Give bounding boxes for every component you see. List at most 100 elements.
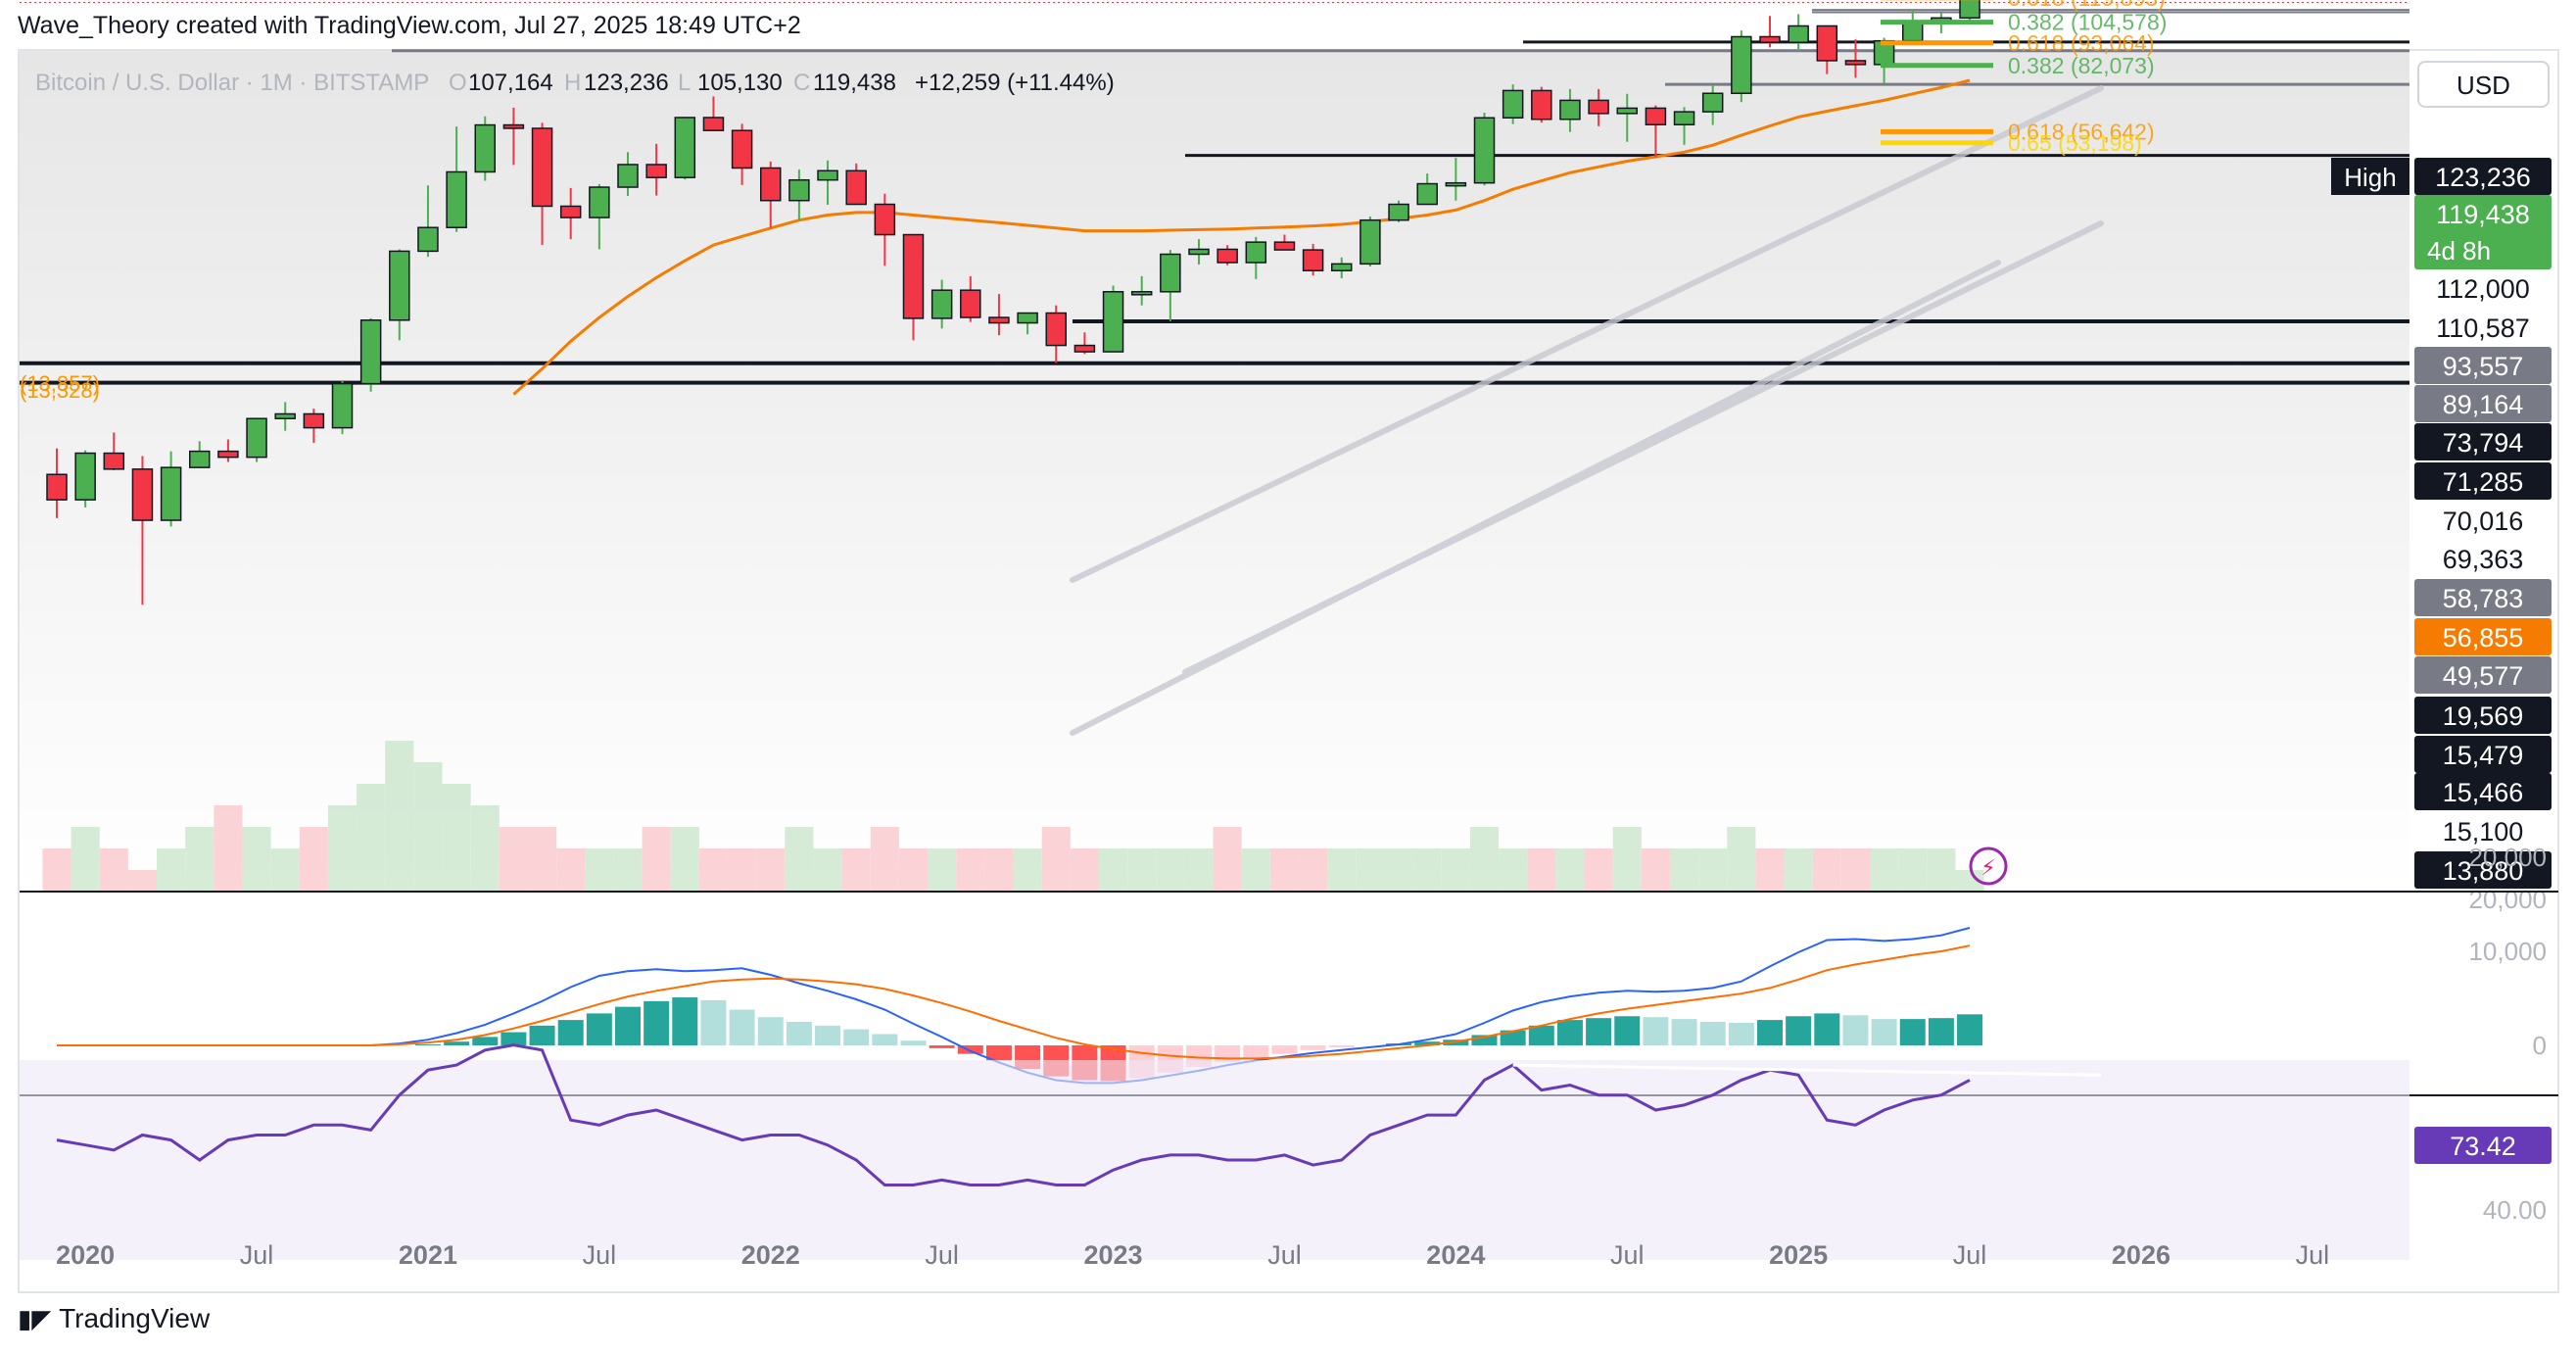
- channel-upper-line: [1070, 85, 2104, 583]
- volume-bar: [1127, 848, 1157, 892]
- currency-button[interactable]: USD: [2417, 61, 2550, 108]
- candle: [1502, 84, 1524, 124]
- volume-bar: [1784, 848, 1813, 892]
- candle-body: [1416, 182, 1438, 206]
- volume-bar: [1727, 827, 1756, 892]
- candle-body: [845, 169, 867, 206]
- candle: [1073, 332, 1096, 355]
- tradingview-brand: ▮◤ TradingView: [18, 1303, 210, 1334]
- macd-histogram-bar: [557, 1020, 584, 1045]
- volume-bar: [785, 827, 814, 892]
- volume-bar: [413, 762, 443, 892]
- candle: [1531, 86, 1552, 123]
- candle-body: [1844, 60, 1867, 66]
- volume-bar: [1555, 848, 1585, 892]
- candle-body: [1102, 291, 1124, 353]
- time-axis-tick: Jul: [925, 1240, 959, 1270]
- candle-body: [1388, 203, 1409, 221]
- macd-histogram-bar: [1842, 1015, 1869, 1045]
- candle: [1673, 107, 1695, 145]
- candle-body: [731, 129, 753, 169]
- candle: [1616, 93, 1638, 142]
- candle: [1102, 285, 1124, 353]
- candle-body: [1331, 263, 1353, 271]
- candle-body: [46, 473, 68, 501]
- macd-histogram-bar: [1243, 1045, 1269, 1058]
- candle-body: [1445, 181, 1467, 187]
- volume-bar: [442, 784, 471, 892]
- legend-part-4: L: [678, 70, 691, 96]
- fib-level-label: 0.65 (53,198): [2008, 130, 2142, 156]
- macd-histogram-bar: [1957, 1014, 1983, 1045]
- candle: [1273, 234, 1296, 251]
- price-label: 13,880: [2443, 856, 2524, 886]
- candle: [988, 294, 1010, 336]
- volume-bar: [1241, 848, 1270, 892]
- candle: [1701, 84, 1724, 125]
- candle: [1759, 16, 1781, 48]
- candle-body: [389, 250, 410, 321]
- macd-histogram-bar: [644, 1000, 670, 1045]
- volume-bar: [299, 827, 328, 892]
- price-label-bg: [2414, 579, 2552, 616]
- candle: [788, 169, 810, 221]
- candle-body: [502, 123, 525, 129]
- volume-bar: [1098, 848, 1128, 892]
- price-label: 89,164: [2443, 390, 2524, 419]
- rsi-value-bg: [2414, 1127, 2552, 1164]
- candle-body: [1588, 99, 1609, 115]
- macd-histogram-bar: [414, 1044, 441, 1045]
- volume-bar: [1612, 827, 1642, 892]
- volume-bar: [1584, 848, 1613, 892]
- candle-body: [1045, 312, 1067, 347]
- candle: [389, 249, 410, 341]
- volume-bar: [1641, 848, 1670, 892]
- candle: [1188, 239, 1210, 266]
- macd-histogram-bar: [1614, 1016, 1641, 1045]
- candle: [645, 143, 667, 196]
- macd-histogram-bar: [1786, 1016, 1812, 1045]
- volume-bar: [1156, 848, 1185, 892]
- volume-bar: [470, 805, 500, 892]
- candle-body: [589, 186, 610, 218]
- candle: [674, 117, 696, 180]
- candle: [1445, 158, 1467, 201]
- candle-body: [1788, 24, 1809, 43]
- price-label: 73,794: [2443, 428, 2524, 458]
- candle-body: [1673, 111, 1695, 125]
- candle-body: [817, 169, 838, 181]
- candle: [559, 187, 582, 240]
- macd-histogram-bar: [985, 1045, 1012, 1061]
- volume-bar: [756, 848, 786, 892]
- price-label: 70,016: [2443, 507, 2524, 536]
- macd-histogram-bar: [1471, 1035, 1498, 1045]
- time-axis-tick: 2025: [1769, 1240, 1828, 1270]
- price-label: 110,587: [2436, 314, 2530, 343]
- macd-pane: 20,000 10,000 0: [57, 843, 2547, 1085]
- macd-histogram-bar: [786, 1022, 812, 1045]
- time-axis-tick: 2026: [2112, 1240, 2171, 1270]
- candle: [1245, 236, 1267, 279]
- time-axis-tick: Jul: [1610, 1240, 1645, 1270]
- candle: [274, 402, 296, 431]
- macd-histogram-bar: [615, 1006, 641, 1045]
- time-axis: 2020 Jul 2021 Jul 2022 Jul 2023 Jul 2024 Jul 2025 J…: [56, 1240, 2329, 1270]
- price-label-bg: [2414, 697, 2552, 734]
- candle: [246, 417, 267, 462]
- candle-body: [874, 203, 896, 236]
- volume-bar: [956, 848, 985, 892]
- time-axis-tick: Jul: [2296, 1240, 2330, 1270]
- fib-level-label: 0.382 (82,073): [2008, 53, 2155, 78]
- price-label-bg: [2414, 812, 2552, 849]
- volume-bar: [357, 784, 386, 892]
- candle: [189, 441, 211, 468]
- candle-body: [1302, 249, 1324, 271]
- macd-histogram-bar: [729, 1009, 755, 1045]
- volume-bar: [1469, 827, 1500, 892]
- macd-histogram-bar: [1300, 1045, 1326, 1050]
- volume-bar: [898, 848, 929, 892]
- macd-histogram-bar: [1757, 1020, 1783, 1045]
- candle-body: [1245, 241, 1267, 264]
- candle-body: [531, 127, 553, 208]
